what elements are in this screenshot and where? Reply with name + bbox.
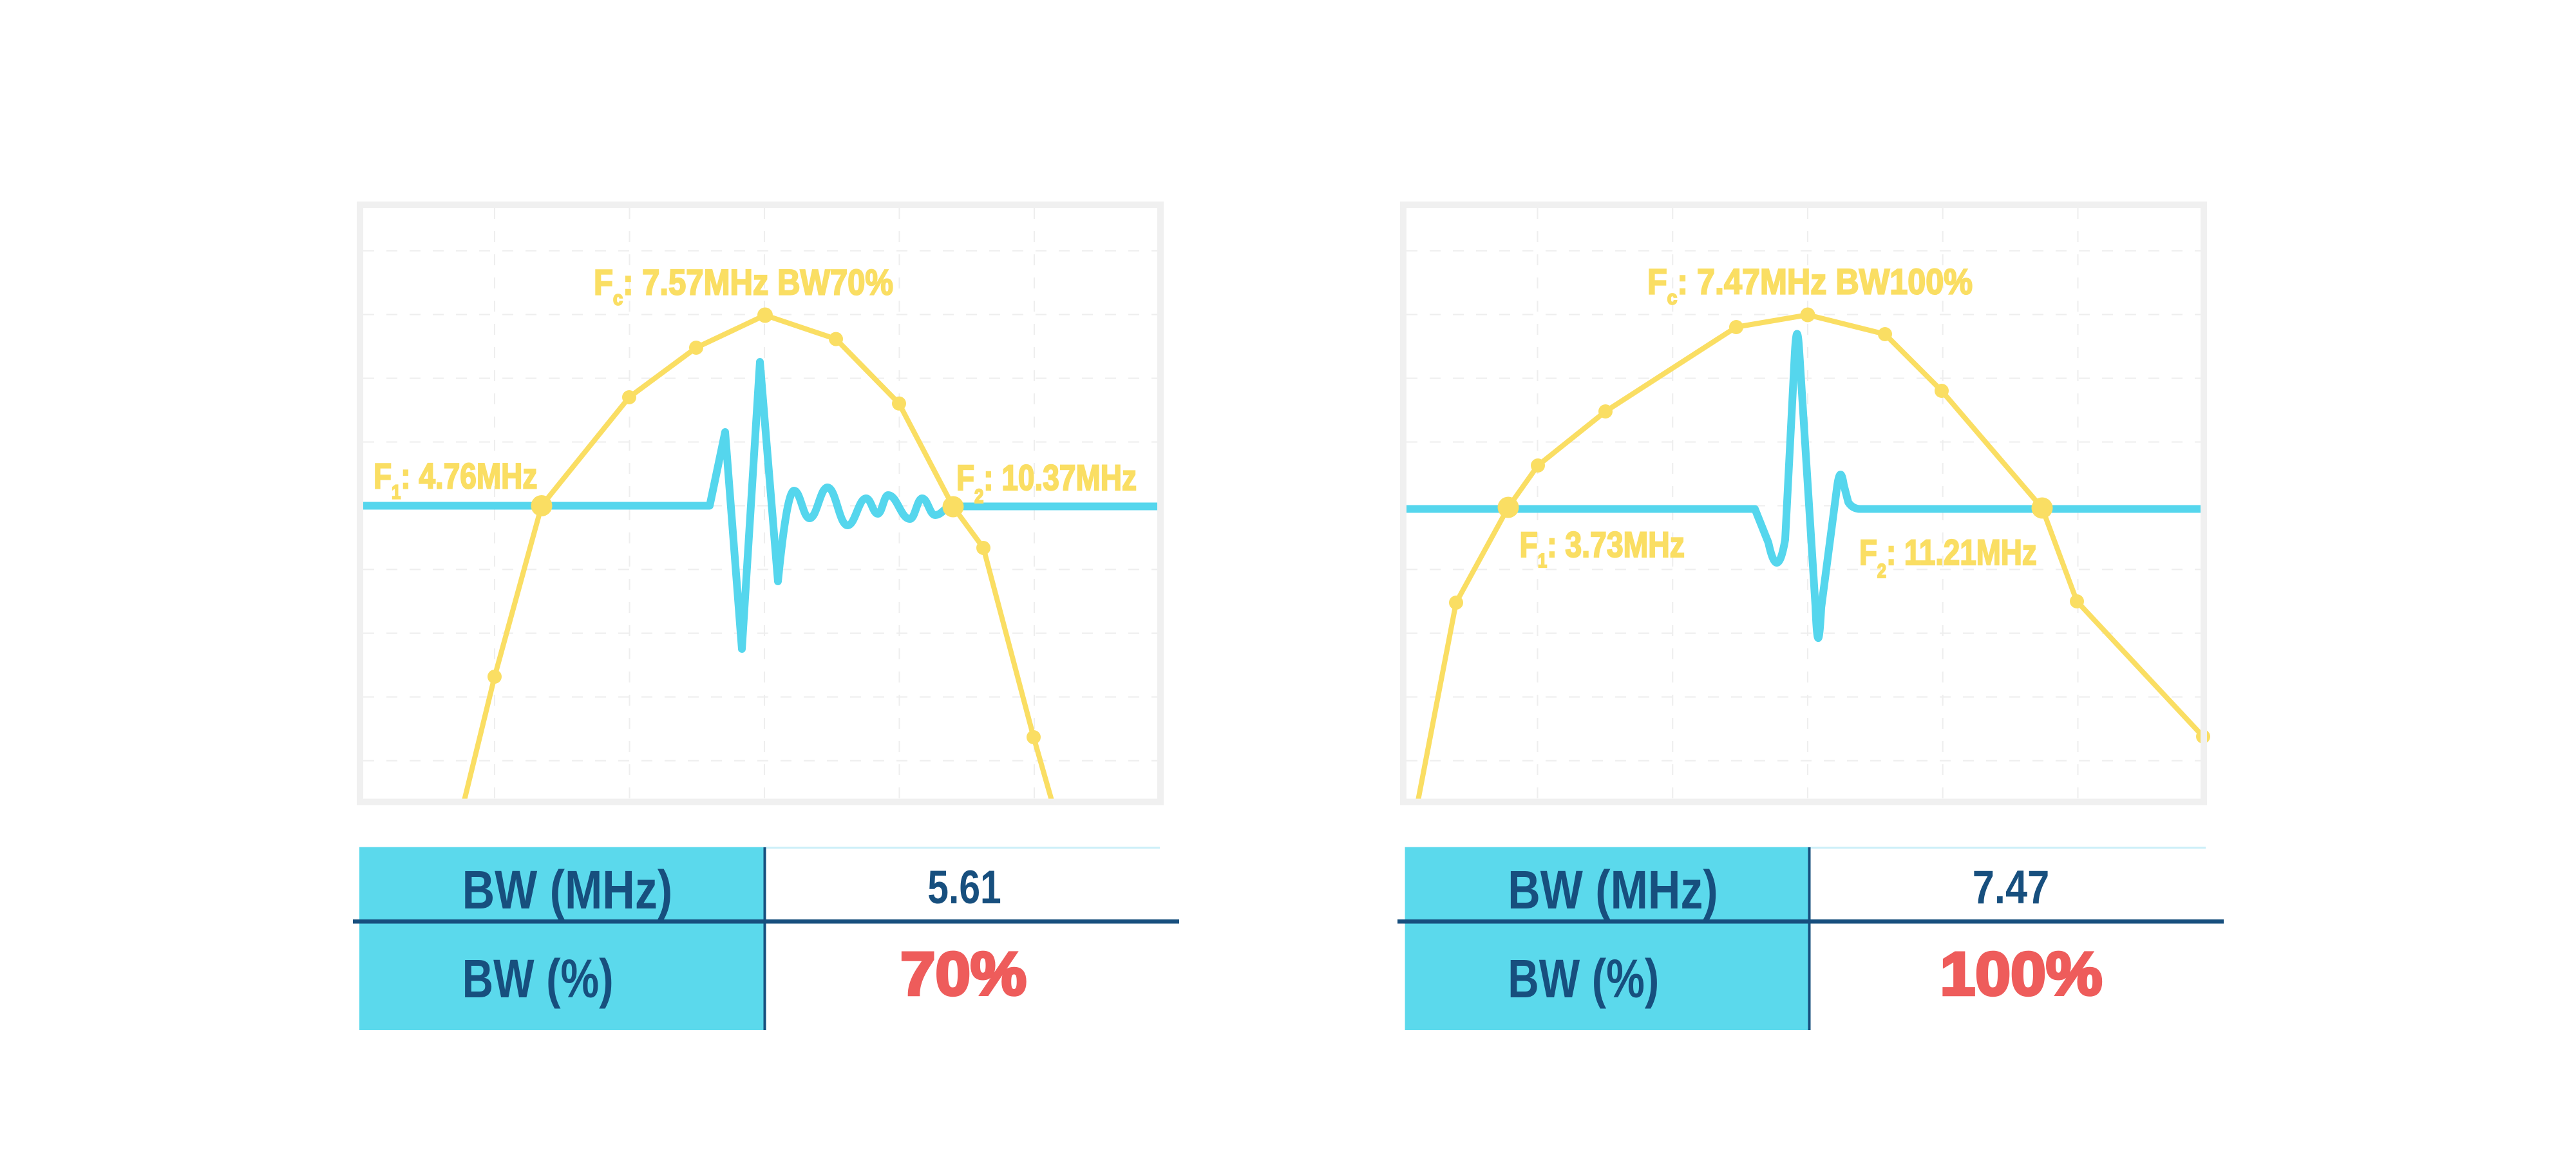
svg-text:BW (MHz): BW (MHz)	[1508, 860, 1718, 920]
svg-text:BW (MHz): BW (MHz)	[462, 860, 673, 920]
svg-text:Fc: 7.47MHz BW100%: Fc: 7.47MHz BW100%	[1647, 262, 1973, 309]
svg-text:F1: 4.76MHz: F1: 4.76MHz	[374, 456, 537, 503]
svg-text:BW (%): BW (%)	[462, 949, 614, 1010]
svg-text:7.47: 7.47	[1973, 861, 2049, 914]
svg-text:100%: 100%	[1940, 939, 2103, 1008]
svg-text:Fc: 7.57MHz BW70%: Fc: 7.57MHz BW70%	[594, 262, 893, 309]
svg-text:F1: 3.73MHz: F1: 3.73MHz	[1520, 524, 1685, 572]
svg-text:BW (%): BW (%)	[1508, 949, 1659, 1010]
svg-text:5.61: 5.61	[927, 861, 1001, 914]
svg-text:70%: 70%	[900, 940, 1027, 1008]
